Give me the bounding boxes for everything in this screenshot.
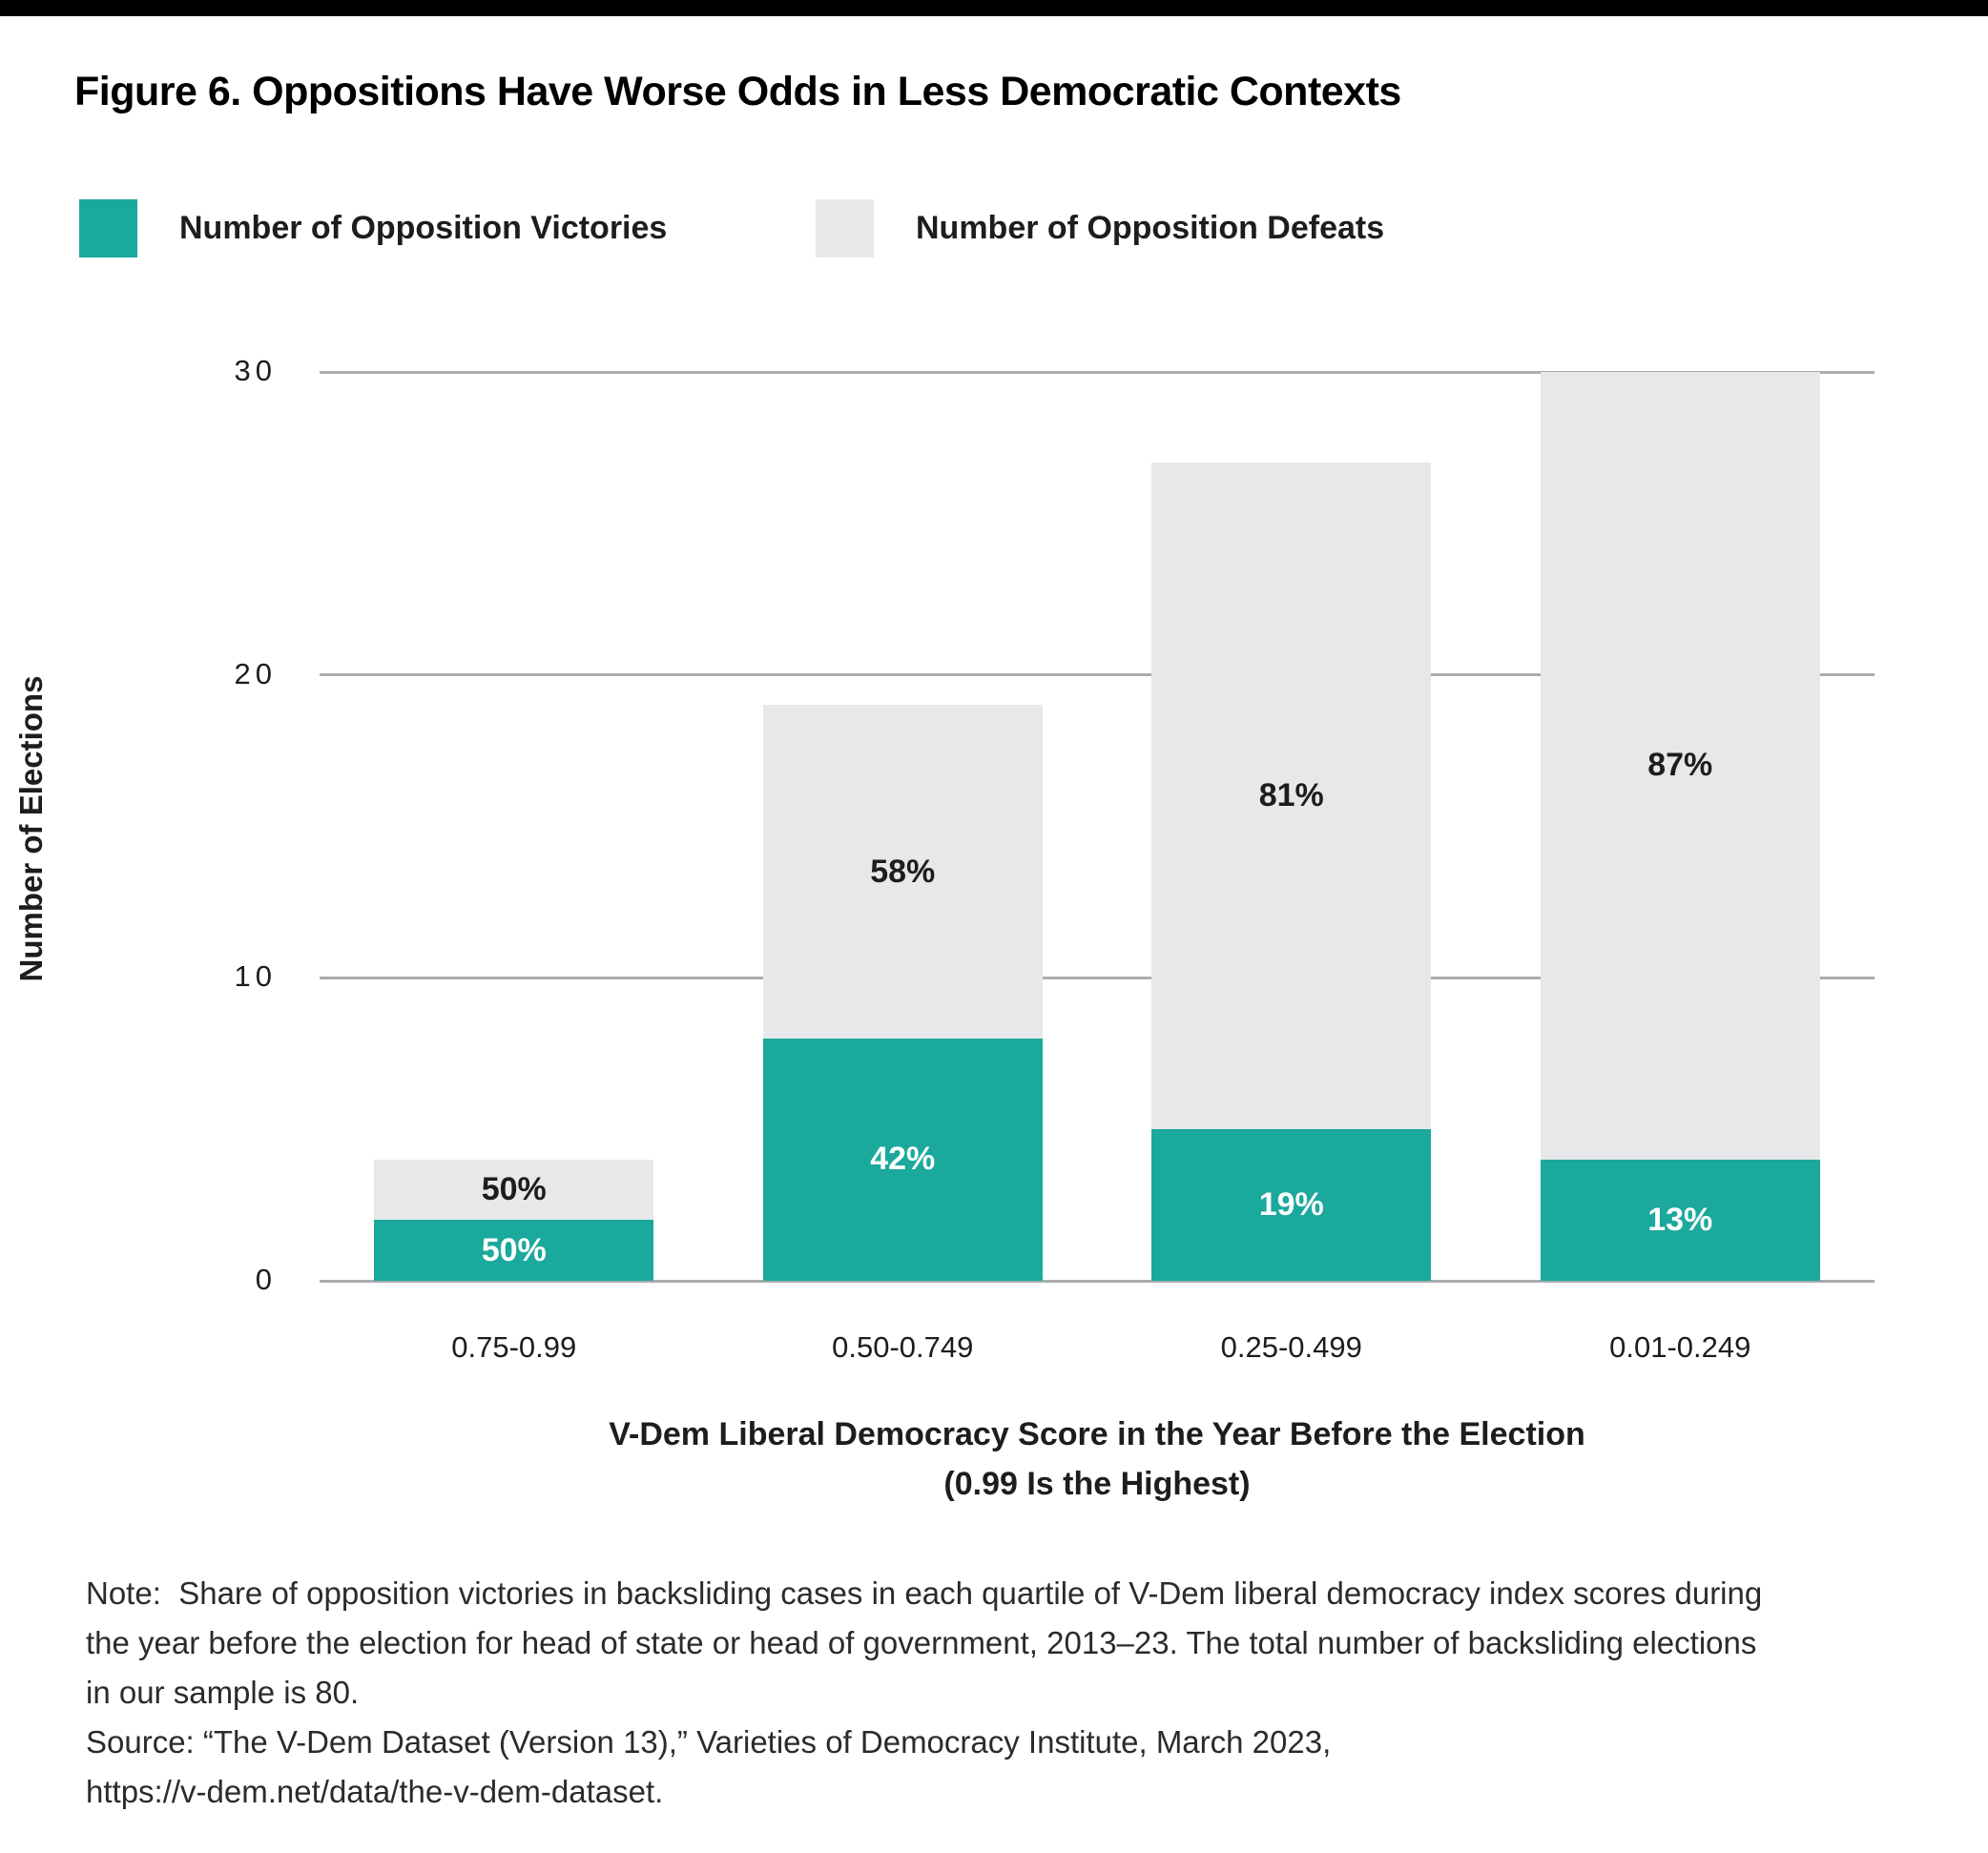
x-tick-label-0.25-0.499: 0.25-0.499 [1220,1330,1362,1364]
victories-swatch [79,198,137,257]
x-axis-title-line-1: V-Dem Liberal Democracy Score in the Yea… [609,1416,1585,1452]
note-line-1: Note: Share of opposition victories in b… [86,1575,1763,1611]
bar-segment-defeats-0.01-0.249: 87% [1540,372,1820,1160]
legend-item-victories: Number of Opposition Victories [79,198,667,257]
source-line-1: Source: “The V-Dem Dataset (Version 13),… [86,1724,1332,1760]
gridline-20 [320,673,1874,677]
defeats-swatch [816,198,874,257]
bar-value-label: 58% [870,853,936,890]
bar-value-label: 50% [481,1171,547,1208]
bar-value-label: 42% [870,1141,936,1178]
victories-legend-label: Number of Opposition Victories [179,209,668,246]
figure-title: Figure 6. Oppositions Have Worse Odds in… [74,69,1401,114]
y-tick-label-0: 0 [255,1263,277,1296]
bar-value-label: 50% [481,1231,547,1268]
gridline-0 [320,1279,1874,1283]
defeats-legend-label: Number of Opposition Defeats [916,209,1385,246]
y-axis-title: Number of Elections [13,675,49,982]
bar-segment-defeats-0.50-0.749: 58% [762,705,1043,1039]
y-tick-label-20: 20 [234,656,277,690]
x-tick-label-0.50-0.749: 0.50-0.749 [832,1330,974,1364]
bar-segment-victories-0.01-0.249: 13% [1540,1159,1820,1281]
top-border [0,0,1988,16]
bar-value-label: 13% [1647,1201,1713,1238]
y-tick-label-10: 10 [234,959,277,994]
bar-segment-defeats-0.25-0.499: 81% [1151,463,1432,1130]
legend-item-defeats: Number of Opposition Defeats [816,198,1384,257]
note-line-3: in our sample is 80. [86,1675,360,1710]
bar-segment-victories-0.25-0.499: 19% [1151,1129,1432,1281]
x-axis-title-line-2: (0.99 Is the Highest) [943,1466,1251,1502]
gridline-10 [320,976,1874,979]
bar-segment-victories-0.50-0.749: 42% [762,1038,1043,1281]
figure-notes: Note: Share of opposition victories in b… [86,1569,1908,1817]
x-axis-title: V-Dem Liberal Democracy Score in the Yea… [320,1410,1874,1509]
bar-segment-defeats-0.75-0.99: 50% [374,1159,654,1221]
bar-value-label: 81% [1258,777,1324,814]
x-tick-label-0.75-0.99: 0.75-0.99 [451,1330,577,1364]
gridline-30 [320,370,1874,374]
note-line-2: the year before the election for head of… [86,1625,1757,1660]
x-tick-label-0.01-0.249: 0.01-0.249 [1609,1330,1751,1364]
source-line-2: https://v-dem.net/data/the-v-dem-dataset… [86,1774,664,1809]
y-tick-label-30: 30 [234,354,277,387]
bar-value-label: 87% [1647,747,1713,784]
bar-segment-victories-0.75-0.99: 50% [374,1220,654,1281]
bar-value-label: 19% [1258,1186,1324,1224]
